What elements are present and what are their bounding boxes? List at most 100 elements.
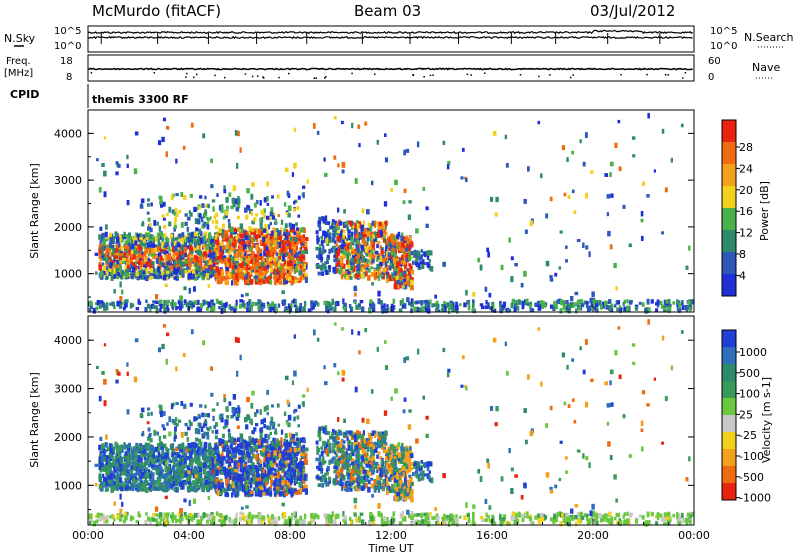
- velocity-cell: [109, 468, 112, 474]
- power-cell: [406, 297, 410, 303]
- power-cell: [270, 267, 273, 273]
- velocity-cell: [101, 443, 105, 449]
- velocity-cell: [181, 457, 186, 463]
- power-cell: [95, 306, 99, 311]
- power-cell: [100, 300, 104, 305]
- power-cell: [331, 219, 335, 224]
- power-cell: [136, 257, 139, 262]
- power-cell: [328, 239, 332, 243]
- power-cell: [287, 303, 291, 309]
- power-cell: [677, 300, 681, 305]
- power-cell: [576, 299, 580, 306]
- velocity-cell: [132, 466, 136, 471]
- power-cell: [173, 210, 177, 216]
- power-cell: [178, 233, 182, 239]
- power-cell: [131, 266, 136, 273]
- power-cell: [246, 302, 249, 309]
- power-cell: [161, 136, 165, 143]
- power-cell: [347, 234, 352, 241]
- power-cell: [334, 220, 337, 226]
- velocity-cell: [124, 451, 128, 457]
- power-cell: [125, 273, 129, 279]
- power-cell: [201, 203, 205, 208]
- power-cell: [245, 292, 249, 297]
- velocity-cell: [113, 486, 116, 491]
- power-cell: [665, 299, 669, 304]
- power-cell: [158, 299, 163, 305]
- power-cell: [99, 240, 102, 244]
- power-cell: [364, 271, 368, 277]
- power-cell: [155, 274, 159, 280]
- power-cell: [146, 242, 151, 248]
- power-cell: [149, 308, 152, 313]
- power-cell: [161, 241, 165, 246]
- power-cell: [197, 242, 201, 246]
- power-cell: [229, 255, 233, 259]
- velocity-cell: [119, 486, 123, 490]
- power-cell: [251, 253, 256, 259]
- power-cell: [403, 236, 406, 242]
- velocity-cell: [149, 487, 153, 492]
- power-cell: [292, 277, 296, 281]
- power-cell: [361, 232, 365, 238]
- power-cell: [386, 271, 389, 277]
- power-cell: [189, 247, 194, 252]
- power-cell: [590, 303, 594, 307]
- colorbar-swatch: [722, 164, 736, 187]
- velocity-cell: [185, 456, 189, 460]
- power-cell: [498, 303, 502, 308]
- power-cell: [321, 271, 325, 276]
- power-cell: [144, 232, 149, 238]
- power-cell: [325, 270, 328, 276]
- power-cell: [350, 224, 354, 231]
- power-cell: [101, 235, 104, 241]
- power-cell: [655, 302, 658, 306]
- power-cell: [149, 275, 153, 280]
- power-cell: [234, 265, 237, 269]
- power-cell: [343, 302, 347, 309]
- power-cell: [606, 212, 610, 217]
- power-cell: [528, 303, 533, 309]
- velocity-cell: [122, 482, 126, 487]
- power-cell: [251, 227, 254, 232]
- power-cell: [317, 220, 322, 225]
- power-cell: [108, 246, 113, 251]
- power-cell: [579, 299, 583, 305]
- power-cell: [262, 257, 265, 263]
- power-cell: [391, 272, 394, 278]
- power-cell: [249, 258, 253, 264]
- velocity-cell: [209, 471, 213, 476]
- power-cell: [295, 245, 298, 251]
- power-cell: [193, 232, 198, 237]
- power-cell: [198, 261, 202, 267]
- power-cell: [442, 304, 445, 310]
- power-cell: [228, 192, 232, 197]
- power-cell: [281, 240, 285, 244]
- power-cell: [273, 279, 277, 285]
- power-cell: [415, 263, 419, 268]
- power-cell: [446, 302, 450, 306]
- power-cell: [450, 302, 454, 307]
- power-cell: [608, 299, 612, 304]
- power-cell: [111, 245, 115, 249]
- power-cell: [143, 242, 146, 247]
- power-cell: [584, 192, 589, 199]
- power-cell: [237, 196, 240, 201]
- power-cell: [393, 271, 397, 276]
- power-cell: [271, 246, 276, 253]
- power-cell: [257, 228, 261, 235]
- power-cell: [117, 241, 121, 248]
- power-cell: [221, 240, 224, 245]
- power-cell: [264, 238, 269, 244]
- velocity-cell: [137, 471, 142, 476]
- power-cell: [358, 303, 361, 307]
- power-cell: [276, 194, 280, 199]
- power-cell: [254, 256, 257, 261]
- velocity-cell: [210, 449, 215, 454]
- power-cell: [331, 238, 336, 242]
- power-cell: [302, 234, 306, 238]
- power-cell: [223, 185, 226, 190]
- power-cell: [351, 247, 355, 252]
- nave-dot: [429, 74, 432, 77]
